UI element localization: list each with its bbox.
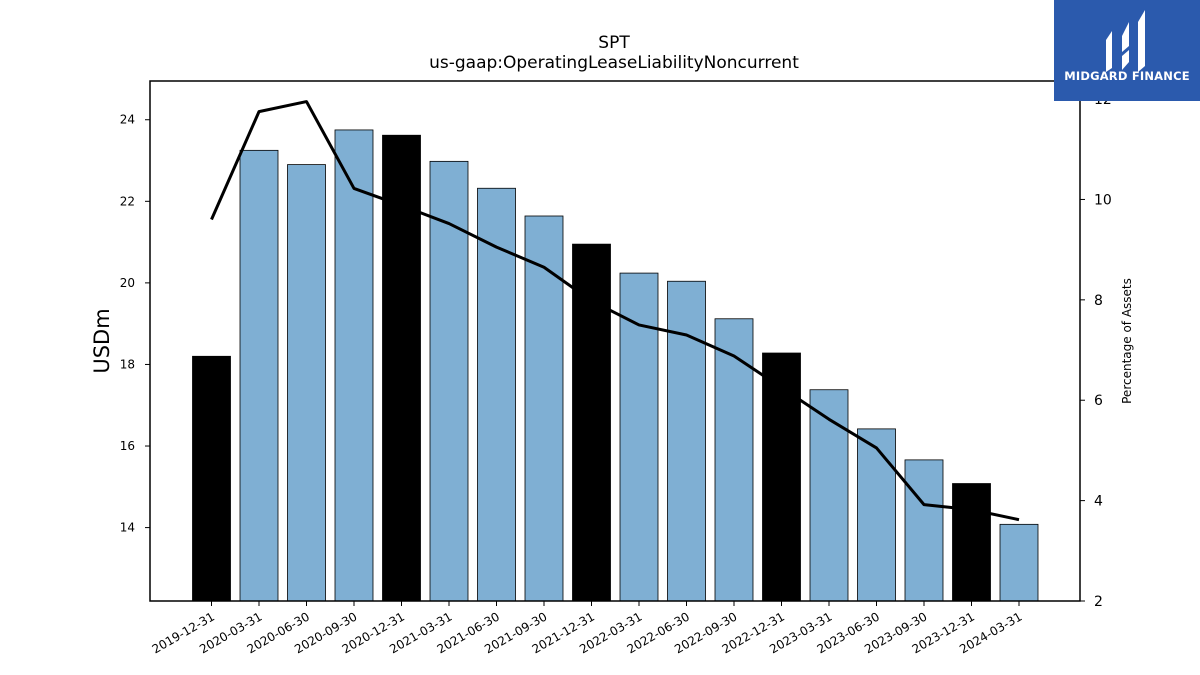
bar-2023-09-30 bbox=[904, 459, 944, 602]
left-tick-label: 14 bbox=[120, 521, 135, 535]
midgard-finance-logo: MIDGARD FINANCE bbox=[1054, 0, 1200, 101]
left-tick-label: 20 bbox=[120, 276, 135, 290]
left-tick-label: 22 bbox=[120, 194, 135, 208]
bar-2024-03-31 bbox=[999, 523, 1039, 602]
bar-2022-12-31 bbox=[762, 352, 801, 602]
bar-2019-12-31 bbox=[192, 355, 231, 602]
y-axis-label-right: Percentage of Assets bbox=[1120, 278, 1134, 404]
left-tick-label: 24 bbox=[120, 113, 135, 127]
left-y-axis: 14 16 18 20 22 24 bbox=[120, 113, 150, 535]
bar-2021-03-31 bbox=[429, 160, 469, 602]
bar-2021-12-31 bbox=[572, 243, 611, 602]
percentage-of-assets-line bbox=[210, 100, 1020, 522]
bar-2020-09-30 bbox=[334, 129, 374, 602]
bar-2020-03-31 bbox=[239, 149, 279, 602]
bar-2023-12-31 bbox=[952, 483, 991, 602]
y-axis-label-left: USDm bbox=[90, 308, 114, 373]
bars bbox=[192, 129, 1039, 602]
x-axis: 2019-12-312020-03-312020-06-302020-09-30… bbox=[150, 601, 1025, 656]
bar-2021-06-30 bbox=[477, 187, 516, 602]
right-tick-label: 8 bbox=[1094, 293, 1103, 309]
logo-text: MIDGARD FINANCE bbox=[1064, 69, 1190, 83]
percentage-line-layer bbox=[210, 100, 1020, 522]
bar-2020-12-31 bbox=[382, 134, 421, 602]
bar-2023-06-30 bbox=[857, 428, 896, 602]
right-tick-label: 6 bbox=[1094, 393, 1103, 409]
right-tick-label: 2 bbox=[1094, 594, 1103, 610]
plot-frame bbox=[149, 80, 1081, 602]
bar-2022-06-30 bbox=[667, 280, 706, 602]
chart-title: SPT bbox=[598, 33, 630, 53]
left-tick-label: 18 bbox=[120, 357, 135, 371]
bar-2020-06-30 bbox=[287, 164, 326, 602]
right-tick-label: 4 bbox=[1094, 494, 1103, 510]
logo-mark-icon bbox=[1106, 10, 1145, 72]
chart-subtitle: us-gaap:OperatingLeaseLiabilityNoncurren… bbox=[429, 53, 799, 73]
left-tick-label: 16 bbox=[120, 439, 135, 453]
right-tick-label: 10 bbox=[1094, 192, 1112, 208]
bar-2021-09-30 bbox=[524, 215, 564, 602]
bar-2022-03-31 bbox=[619, 272, 659, 602]
bar-2023-03-31 bbox=[809, 389, 849, 602]
bar-2022-09-30 bbox=[714, 318, 754, 602]
right-y-axis: 24681012 bbox=[1080, 92, 1112, 610]
